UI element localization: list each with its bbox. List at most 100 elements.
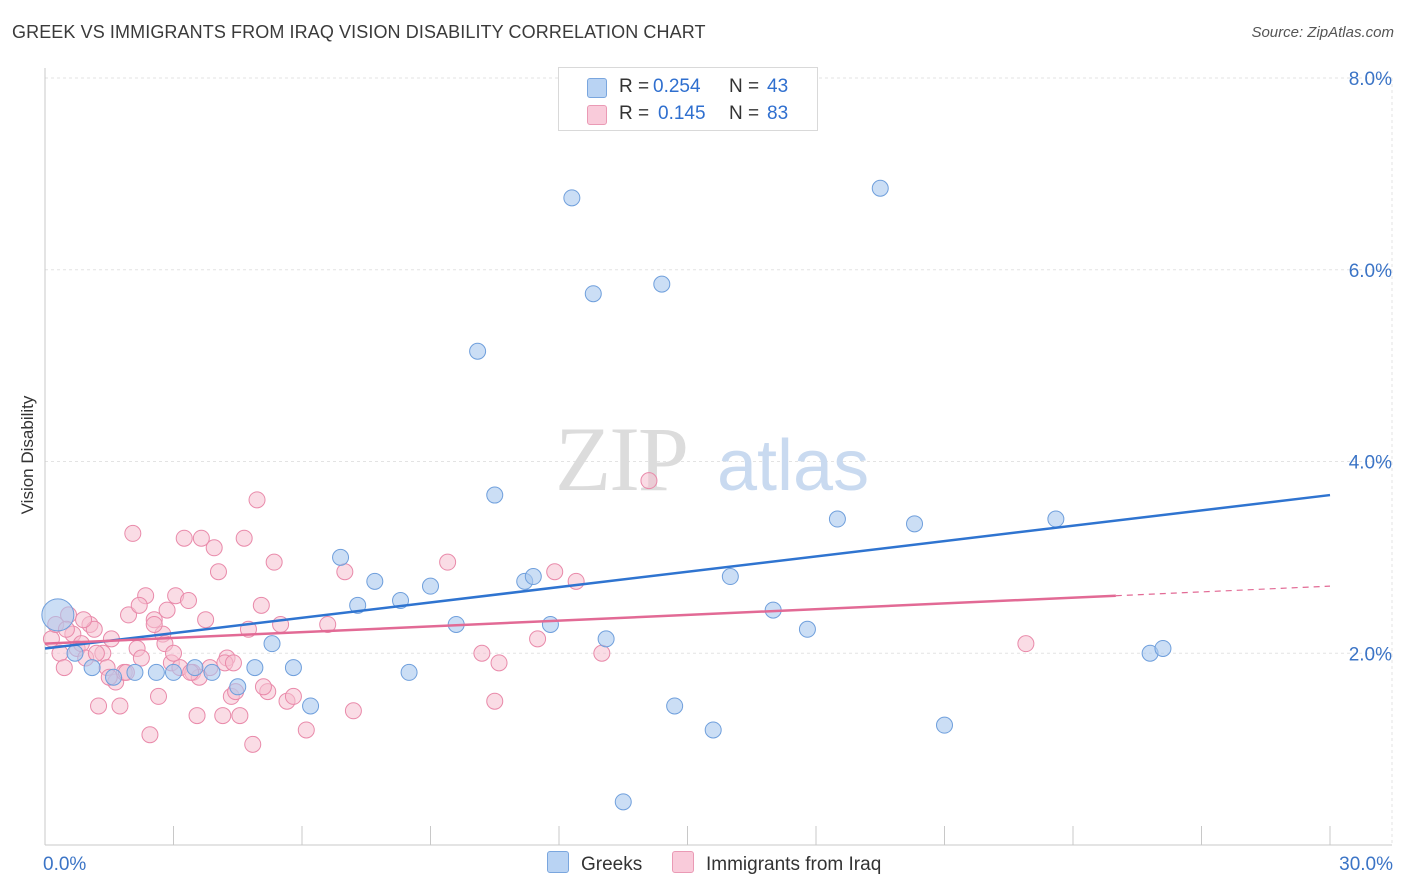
trend-line-greeks — [44, 493, 1331, 650]
data-point-iraq — [132, 649, 150, 667]
series-greeks — [41, 179, 1172, 811]
data-point-greeks — [302, 697, 320, 715]
bottom-legend-greeks: Greeks — [547, 851, 642, 876]
data-point-iraq — [297, 721, 315, 739]
data-point-iraq — [158, 601, 176, 619]
data-point-greeks — [105, 668, 123, 686]
data-point-iraq — [175, 529, 193, 547]
data-point-greeks — [704, 721, 722, 739]
data-point-iraq — [179, 592, 197, 610]
data-point-greeks — [563, 189, 581, 207]
data-point-greeks — [666, 697, 684, 715]
data-point-iraq — [214, 707, 232, 725]
y-tick-label-6: 6.0% — [1349, 261, 1392, 282]
tick-labels: 2.0% 4.0% 6.0% 8.0% 0.0% 30.0% — [43, 69, 1393, 875]
data-point-greeks — [597, 630, 615, 648]
trend-line-iraq — [44, 594, 1116, 645]
data-point-iraq — [640, 472, 658, 490]
data-point-greeks — [332, 548, 350, 566]
data-point-greeks — [614, 793, 632, 811]
data-point-iraq — [85, 620, 103, 638]
data-point-iraq — [197, 611, 215, 629]
data-point-iraq — [336, 563, 354, 581]
data-point-greeks — [147, 663, 165, 681]
data-point-iraq — [87, 644, 105, 662]
data-point-greeks — [400, 663, 418, 681]
legend-r-label: R = — [619, 76, 650, 97]
data-point-iraq — [439, 553, 457, 571]
data-point-iraq — [145, 615, 163, 633]
data-point-iraq — [529, 630, 547, 648]
data-point-iraq — [141, 726, 159, 744]
data-point-iraq — [75, 611, 93, 629]
data-point-iraq — [248, 491, 266, 509]
bottom-legend-swatch-greeks — [547, 851, 569, 873]
data-point-iraq — [192, 529, 210, 547]
legend-n-value-greeks: 43 — [767, 76, 789, 97]
data-point-greeks — [165, 663, 182, 681]
x-tick-label-0: 0.0% — [43, 854, 86, 875]
data-point-greeks — [1154, 639, 1172, 657]
data-point-greeks — [584, 285, 602, 303]
data-point-iraq — [252, 596, 270, 614]
data-point-greeks — [828, 510, 846, 528]
data-point-iraq — [244, 735, 262, 753]
data-point-iraq — [319, 615, 337, 633]
legend-n-label: N = — [729, 76, 760, 97]
bottom-legend-iraq: Immigrants from Iraq — [672, 851, 881, 876]
data-point-greeks — [229, 678, 247, 696]
legend-r-label: R = — [619, 103, 650, 124]
data-point-iraq — [1017, 635, 1035, 653]
legend-n-value-iraq: 83 — [767, 103, 789, 124]
data-point-iraq — [130, 596, 148, 614]
correlation-legend: R = 0.254 N = 43 R = 0.145 N = 83 — [558, 67, 818, 131]
data-point-iraq — [486, 692, 504, 710]
y-tick-label-4: 4.0% — [1349, 453, 1392, 474]
data-point-iraq — [209, 563, 227, 581]
data-point-iraq — [231, 707, 249, 725]
series-immigrants-from-iraq — [42, 472, 1035, 753]
legend-n-label: N = — [729, 103, 760, 124]
data-point-iraq — [150, 687, 168, 705]
data-point-greeks — [871, 179, 889, 197]
data-point-iraq — [254, 678, 272, 696]
data-point-greeks — [422, 577, 439, 595]
data-point-greeks — [246, 659, 264, 677]
bottom-legend-swatch-iraq — [672, 851, 694, 873]
data-point-greeks — [1047, 510, 1065, 528]
data-point-greeks — [284, 659, 302, 677]
data-point-greeks — [126, 663, 144, 681]
data-point-greeks — [541, 615, 559, 633]
data-point-greeks — [486, 486, 504, 504]
bottom-legend-label-iraq: Immigrants from Iraq — [706, 854, 882, 875]
data-point-iraq — [224, 654, 242, 672]
data-point-greeks — [936, 716, 953, 734]
bottom-legend-label-greeks: Greeks — [581, 854, 643, 875]
data-point-iraq — [120, 606, 138, 624]
y-tick-label-8: 8.0% — [1349, 69, 1392, 90]
data-point-greeks — [798, 620, 816, 638]
trend-line-iraq-extrapolated — [1115, 585, 1331, 597]
data-point-greeks — [186, 659, 204, 677]
data-point-iraq — [344, 702, 362, 720]
data-point-iraq — [546, 563, 564, 581]
data-point-greeks — [83, 659, 101, 677]
data-point-greeks — [653, 275, 671, 293]
data-point-iraq — [265, 553, 283, 571]
watermark-atlas: atlas — [717, 426, 869, 506]
legend-swatch-greeks — [587, 78, 607, 98]
y-tick-label-2: 2.0% — [1349, 644, 1392, 665]
data-point-greeks — [524, 568, 542, 586]
legend-r-value-iraq: 0.145 — [658, 103, 706, 124]
axis-layer — [44, 68, 1392, 846]
data-point-greeks — [366, 572, 384, 590]
data-point-greeks — [721, 568, 739, 586]
data-point-iraq — [165, 644, 182, 662]
data-point-iraq — [124, 524, 142, 542]
data-point-greeks — [469, 342, 487, 360]
data-point-greeks — [66, 644, 84, 662]
data-point-iraq — [188, 707, 206, 725]
data-point-greeks — [203, 663, 221, 681]
data-point-iraq — [490, 654, 508, 672]
